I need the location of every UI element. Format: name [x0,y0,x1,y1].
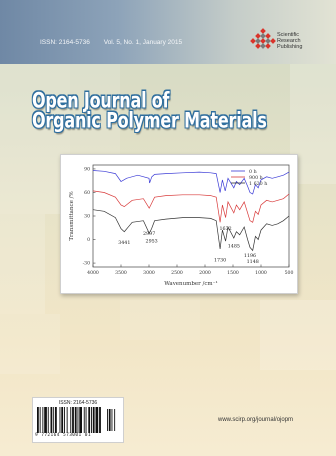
y-tick-label: 60 [84,190,90,196]
barcode-bar [77,407,79,433]
barcode-bar [91,407,92,433]
peak-label: 3441 [118,240,130,246]
barcode-issn: ISSN: 2164-5736 [58,400,98,406]
legend-label-2: 1 620 h [249,181,267,187]
x-tick-label: 3500 [115,270,127,276]
y-tick-label: 90 [84,167,90,173]
barcode-bar [88,407,91,433]
issn-text: ISSN: 2164-5736 [40,39,90,46]
volume-text: Vol. 5, No. 1, January 2015 [103,39,183,46]
barcode-bar [37,407,39,433]
peak-label: 1730 [214,258,226,264]
barcode-bar [70,407,72,433]
publisher-line-1: Scientific [277,32,300,38]
series-line-0 [92,170,290,195]
legend-label-0: 0 h [249,169,257,175]
legend-label-1: 900 h [249,175,263,181]
barcode-bar [74,407,77,433]
barcode-bar [92,407,95,433]
issue-info: ISSN: 2164-5736 Vol. 5, No. 1, January 2… [40,39,194,46]
barcode-addon-bar [114,409,116,431]
barcode-bar [50,407,53,433]
barcode-bar [72,407,74,433]
barcode-bar [53,407,55,433]
peak-label: 1148 [247,259,259,265]
barcode-bar [61,407,64,433]
peak-label: 2953 [146,239,158,245]
barcode-image [37,407,116,433]
journal-title-line-2: Organic Polymer Materials [32,107,267,133]
barcode-panel: ISSN: 2164-5736 9 772164 573001 01 [32,397,124,443]
barcode-bar [83,407,85,433]
barcode-bar [47,407,49,433]
x-tick-label: 2500 [171,270,183,276]
barcode-bar [55,407,57,433]
publisher-logo: Scientific Research Publishing [250,28,330,52]
barcode-bar [39,407,41,433]
y-tick-label: -30 [83,261,90,267]
y-tick-label: 30 [84,214,90,220]
barcode-digits: 9 772164 573001 01 [35,433,91,438]
publisher-line-2: Research [277,38,301,44]
peak-label: 1632 [219,226,231,232]
barcode-addon-bar [107,409,108,431]
barcode-addon-bar [108,409,111,431]
x-tick-label: 1500 [227,270,239,276]
ftir-chart-svg: 4000 3500 3000 2500 2000 1500 1000 500 -30 0 30 60 9… [69,164,294,287]
peak-label: 1196 [244,253,256,259]
journal-url: www.scirp.org/journal/ojopm [218,417,294,423]
peak-label: 2997 [143,231,155,237]
publisher-line-3: Publishing [277,44,303,50]
x-tick-label: 2000 [199,270,211,276]
peak-label: 1485 [228,243,240,249]
header-band [0,0,336,64]
barcode-bar [42,407,44,433]
journal-title-line-1: Open Journal of [32,87,170,113]
barcode-bar [44,407,47,433]
publisher-name: Scientific Research Publishing [277,32,329,50]
y-axis-label: Transmittance /% [69,191,75,240]
barcode-bar [85,407,87,433]
barcode-bar [95,407,99,433]
barcode-bar [64,407,65,433]
barcode-bar [66,407,68,433]
x-tick-label: 1000 [255,270,267,276]
x-axis-label: Wavenumber /cm⁻¹ [164,280,218,287]
barcode-bar [59,407,61,433]
x-tick-label: 4000 [87,270,99,276]
ftir-chart: 4000 3500 3000 2500 2000 1500 1000 500 -30 0 30 60 9… [60,154,298,294]
scirp-diamond-icon [250,28,276,49]
x-tick-label: 3000 [143,270,155,276]
barcode-addon-bar [111,409,113,431]
barcode-bar [79,407,82,433]
y-tick-label: 0 [87,237,90,243]
series-line-1 [92,190,290,223]
series-line-2 [92,209,290,252]
x-tick-label: 500 [285,270,294,276]
barcode-bar [99,407,101,433]
